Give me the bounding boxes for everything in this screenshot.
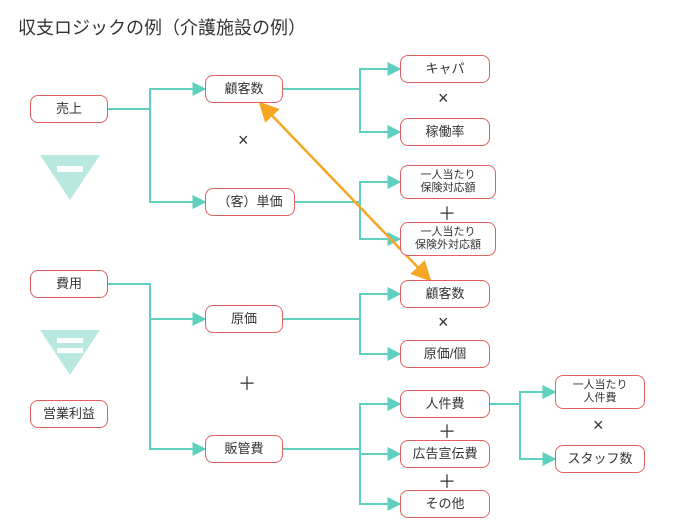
node-cogsunit: 原価/個 <box>400 340 490 368</box>
node-customers1: 顧客数 <box>205 75 283 103</box>
op-p4: ＋ <box>438 468 456 494</box>
big-equal-icon <box>40 330 100 375</box>
op-x3: × <box>438 312 449 333</box>
node-ad: 広告宣伝費 <box>400 440 490 468</box>
node-nonins: 一人当たり 保険外対応額 <box>400 222 496 256</box>
connector-1 <box>108 109 205 202</box>
node-staff: スタッフ数 <box>555 445 645 473</box>
connector-5 <box>295 202 400 239</box>
node-capa: キャパ <box>400 55 490 83</box>
op-x4: × <box>593 415 604 436</box>
node-unitprice: （客）単価 <box>205 188 295 216</box>
node-cogs: 原価 <box>205 305 283 333</box>
op-p2: ＋ <box>238 370 256 396</box>
connector-14 <box>490 404 555 459</box>
connector-2 <box>283 69 400 89</box>
node-laborunit: 一人当たり 人件費 <box>555 375 645 409</box>
op-x2: × <box>438 88 449 109</box>
node-profit: 営業利益 <box>30 400 108 428</box>
node-customers2: 顧客数 <box>400 280 490 308</box>
node-other: その他 <box>400 490 490 518</box>
op-p1: ＋ <box>438 200 456 226</box>
node-labor: 人件費 <box>400 390 490 418</box>
node-ins: 一人当たり 保険対応額 <box>400 165 496 199</box>
connector-11 <box>283 449 400 454</box>
connector-12 <box>283 449 400 504</box>
connector-6 <box>108 284 205 319</box>
connector-7 <box>108 284 205 449</box>
connector-4 <box>295 182 400 202</box>
op-p3: ＋ <box>438 418 456 444</box>
connector-13 <box>490 392 555 404</box>
connector-10 <box>283 404 400 449</box>
connector-9 <box>283 319 400 354</box>
node-sga: 販管費 <box>205 435 283 463</box>
connector-8 <box>283 294 400 319</box>
node-cost: 費用 <box>30 270 108 298</box>
diagram-title: 収支ロジックの例（介護施設の例） <box>18 14 306 40</box>
node-sales: 売上 <box>30 95 108 123</box>
node-util: 稼働率 <box>400 118 490 146</box>
op-x1: × <box>238 130 249 151</box>
connector-3 <box>283 89 400 132</box>
big-minus-icon <box>40 155 100 200</box>
connector-0 <box>108 89 205 109</box>
